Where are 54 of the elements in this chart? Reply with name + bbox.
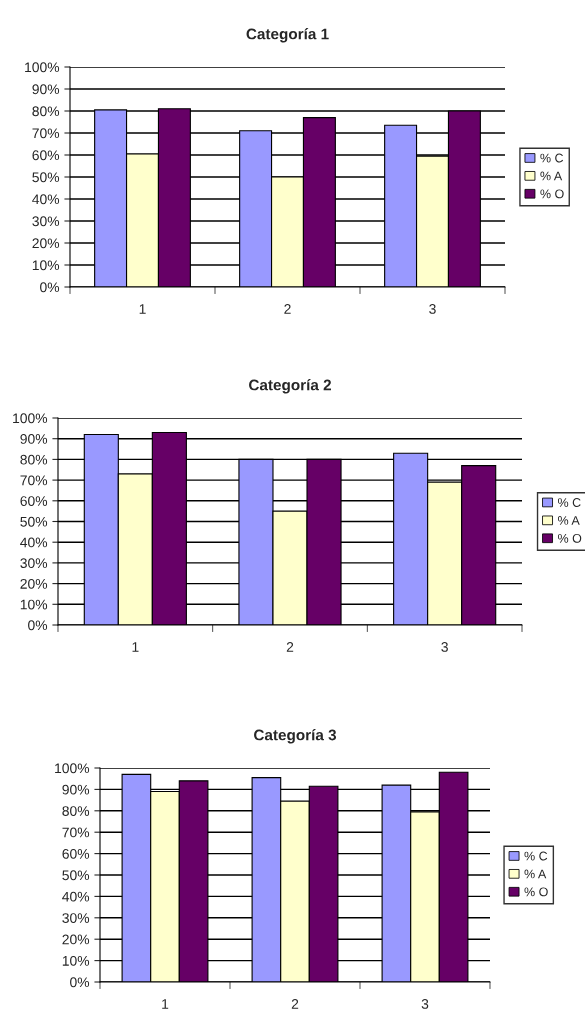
y-tick-label: 50% bbox=[62, 870, 90, 881]
y-tick-label: 100% bbox=[13, 413, 48, 424]
x-tick-label: 1 bbox=[132, 642, 139, 652]
legend-label: % A bbox=[524, 869, 547, 879]
y-tick-label: 80% bbox=[20, 454, 48, 465]
y-tick-label: 100% bbox=[55, 763, 90, 774]
y-tick-label: 30% bbox=[62, 913, 90, 923]
x-tick-label: 1 bbox=[139, 304, 146, 314]
y-tick-label: 80% bbox=[62, 806, 90, 816]
y-tick-label: 50% bbox=[32, 172, 60, 183]
y-tick-label: 80% bbox=[32, 106, 60, 117]
legend-label: % O bbox=[557, 533, 582, 543]
y-tick-label: 40% bbox=[62, 891, 90, 902]
legend-label: % C bbox=[540, 153, 564, 163]
y-tick-label: 90% bbox=[62, 784, 90, 795]
y-tick-label: 70% bbox=[62, 827, 90, 838]
y-tick-label: 0% bbox=[40, 282, 60, 293]
y-tick-label: 50% bbox=[20, 516, 48, 527]
legend-label: % O bbox=[524, 887, 548, 897]
x-tick-label: 2 bbox=[286, 642, 294, 652]
x-tick-label: 2 bbox=[284, 304, 291, 314]
y-tick-label: 100% bbox=[25, 62, 60, 73]
x-tick-label: 3 bbox=[429, 304, 436, 314]
y-tick-label: 60% bbox=[62, 848, 90, 859]
legend-label: % A bbox=[540, 171, 563, 181]
y-tick-label: 10% bbox=[62, 955, 90, 966]
legend-label: % A bbox=[557, 516, 580, 525]
x-tick-label: 3 bbox=[421, 999, 429, 1009]
y-tick-label: 10% bbox=[32, 260, 60, 271]
legend-label: % C bbox=[524, 851, 548, 861]
x-tick-label: 2 bbox=[291, 999, 299, 1009]
legend-label: % O bbox=[540, 189, 564, 199]
x-tick-label: 3 bbox=[441, 642, 448, 652]
y-tick-label: 70% bbox=[20, 475, 48, 486]
y-tick-label: 0% bbox=[70, 977, 90, 988]
y-tick-label: 60% bbox=[32, 150, 60, 161]
y-tick-label: 20% bbox=[32, 238, 60, 249]
y-tick-label: 40% bbox=[32, 194, 60, 205]
y-tick-label: 0% bbox=[28, 620, 48, 631]
x-tick-label: 1 bbox=[162, 999, 169, 1009]
chart-title: Categoría 3 bbox=[254, 729, 337, 744]
y-tick-label: 10% bbox=[20, 599, 48, 610]
legend-label: % C bbox=[557, 498, 581, 507]
y-tick-label: 20% bbox=[62, 934, 90, 945]
chart-title: Categoría 1 bbox=[246, 28, 329, 43]
y-tick-label: 70% bbox=[32, 128, 60, 139]
chart-title: Categoría 2 bbox=[249, 379, 331, 394]
y-tick-label: 60% bbox=[20, 496, 48, 506]
y-tick-label: 30% bbox=[32, 216, 60, 227]
y-tick-label: 20% bbox=[20, 578, 48, 589]
y-tick-label: 30% bbox=[20, 558, 48, 569]
y-tick-label: 90% bbox=[32, 84, 60, 95]
y-tick-label: 40% bbox=[20, 537, 48, 548]
y-tick-label: 90% bbox=[20, 434, 48, 444]
